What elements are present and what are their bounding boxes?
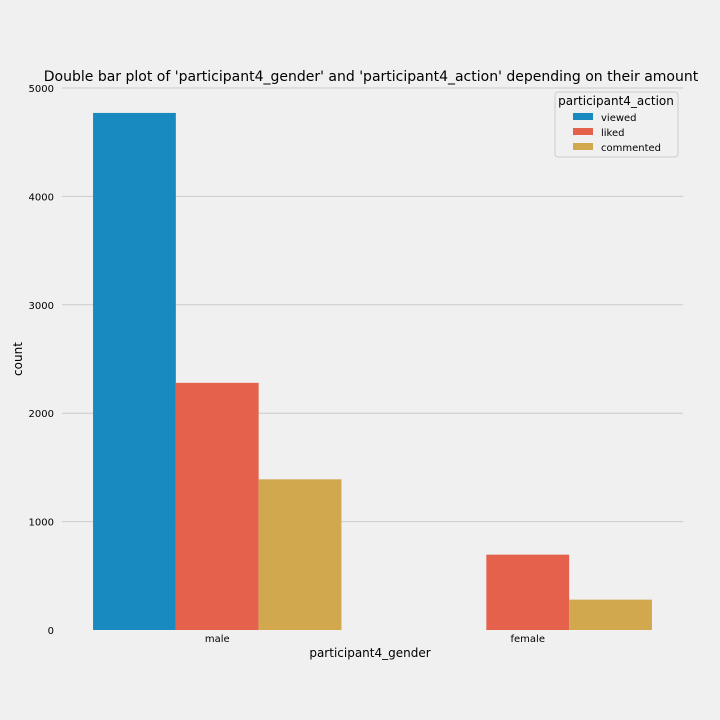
legend-box bbox=[554, 91, 679, 158]
legend-swatch-liked bbox=[573, 128, 593, 135]
bars bbox=[93, 112, 652, 630]
legend-label-liked: liked bbox=[601, 128, 625, 139]
x-tick-label: male bbox=[205, 634, 230, 645]
legend: participant4_action viewed liked commented bbox=[554, 91, 679, 158]
bar-liked-male bbox=[175, 382, 259, 630]
y-tick-label: 2000 bbox=[29, 409, 54, 420]
bar-commented-male bbox=[258, 479, 342, 630]
y-tick-label: 3000 bbox=[29, 301, 54, 312]
legend-title: participant4_action bbox=[558, 94, 674, 108]
legend-swatch-commented bbox=[573, 143, 593, 150]
y-axis-label: count bbox=[11, 342, 25, 376]
bar-liked-female bbox=[486, 554, 570, 630]
legend-label-commented: commented bbox=[601, 143, 661, 154]
legend-items: viewed liked commented bbox=[573, 113, 661, 154]
y-tick-label: 4000 bbox=[29, 192, 54, 203]
y-tick-label: 0 bbox=[48, 626, 54, 637]
y-tick-label: 1000 bbox=[29, 518, 54, 529]
bar-viewed-male bbox=[93, 112, 176, 630]
chart-title: Double bar plot of 'participant4_gender'… bbox=[44, 69, 699, 85]
legend-swatch-viewed bbox=[573, 113, 593, 120]
x-tick-label: female bbox=[511, 634, 545, 645]
y-tick-labels: 0 1000 2000 3000 4000 5000 bbox=[29, 84, 54, 637]
bar-commented-female bbox=[569, 599, 652, 630]
legend-label-viewed: viewed bbox=[601, 113, 637, 124]
x-tick-labels: male female bbox=[205, 634, 545, 645]
x-axis-label: participant4_gender bbox=[309, 646, 430, 660]
y-tick-label: 5000 bbox=[29, 84, 54, 95]
